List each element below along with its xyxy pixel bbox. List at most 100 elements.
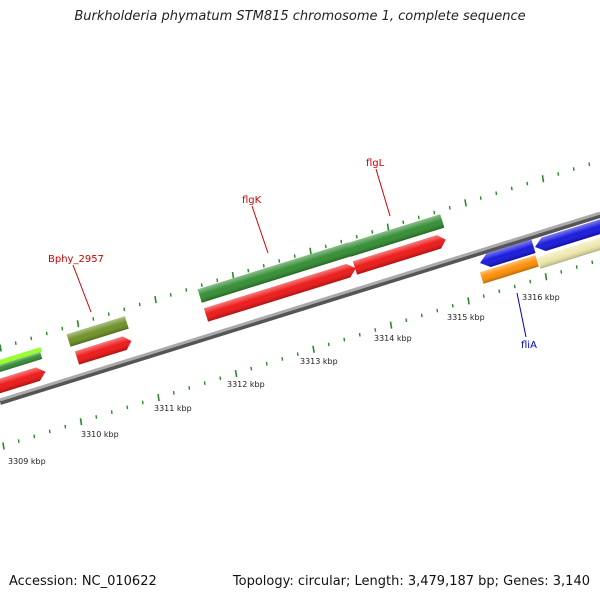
gene-red-flgl[interactable] xyxy=(352,233,448,275)
minor-tick xyxy=(265,361,268,366)
scale-label-3313: 3313 kbp xyxy=(300,357,338,366)
major-tick xyxy=(541,175,545,183)
minor-tick xyxy=(262,263,265,268)
minor-tick xyxy=(557,172,560,176)
scale-label-3310: 3310 kbp xyxy=(81,430,119,439)
map-title: Burkholderia phymatum STM815 chromosome … xyxy=(74,9,526,24)
minor-tick xyxy=(45,331,48,336)
leader-flgl xyxy=(375,168,391,217)
minor-tick xyxy=(340,239,343,244)
gene-label-flia: fliA xyxy=(521,340,537,351)
major-tick xyxy=(234,369,238,378)
gene-label-bphy-2957: Bphy_2957 xyxy=(48,254,104,265)
major-tick xyxy=(312,345,315,353)
minor-tick xyxy=(402,220,405,225)
minor-tick xyxy=(510,186,513,191)
minor-tick xyxy=(92,317,95,321)
major-tick xyxy=(386,223,390,231)
scale-label-3311: 3311 kbp xyxy=(154,404,192,413)
minor-tick xyxy=(250,366,253,371)
gene-label-flgk: flgK xyxy=(242,195,262,206)
scale-label-3309: 3309 kbp xyxy=(8,457,46,466)
minor-tick xyxy=(141,400,144,405)
major-tick xyxy=(157,393,160,402)
gene-label-flgl: flgL xyxy=(366,158,385,169)
minor-tick xyxy=(281,357,284,361)
gene-green-left[interactable] xyxy=(0,352,43,375)
major-tick xyxy=(389,321,393,329)
gene-flgl[interactable] xyxy=(346,214,445,257)
minor-tick xyxy=(110,410,113,414)
minor-tick xyxy=(355,234,358,239)
major-tick xyxy=(464,199,467,207)
major-tick xyxy=(154,295,157,304)
gene-red-flgk[interactable] xyxy=(203,262,358,322)
major-tick xyxy=(0,344,2,352)
gene-blue-left[interactable] xyxy=(478,239,536,270)
scale-label-3316: 3316 kbp xyxy=(522,293,560,302)
minor-tick xyxy=(588,162,591,167)
minor-tick xyxy=(14,341,17,345)
gene-flia[interactable] xyxy=(479,255,539,284)
forward-tick-row xyxy=(0,162,591,352)
minor-tick xyxy=(371,230,374,234)
gene-red-left[interactable] xyxy=(0,365,48,396)
minor-tick xyxy=(526,181,529,186)
backbone xyxy=(0,211,600,402)
minor-tick xyxy=(185,288,188,292)
minor-tick xyxy=(107,312,110,316)
minor-tick xyxy=(61,326,64,331)
major-tick xyxy=(79,418,83,426)
scale-label-3312: 3312 kbp xyxy=(227,380,265,389)
minor-tick xyxy=(216,278,219,283)
minor-tick xyxy=(327,342,330,347)
gene-features xyxy=(0,214,600,396)
minor-tick xyxy=(479,196,482,200)
minor-tick xyxy=(358,332,361,337)
minor-tick xyxy=(572,167,575,171)
minor-tick xyxy=(172,391,175,395)
gene-bphy-2957[interactable] xyxy=(66,316,129,347)
minor-tick xyxy=(30,336,33,341)
minor-tick xyxy=(560,270,563,274)
minor-tick xyxy=(451,303,454,308)
minor-tick xyxy=(296,352,299,356)
minor-tick xyxy=(247,268,250,273)
minor-tick xyxy=(495,191,498,196)
major-tick xyxy=(544,273,548,281)
gene-red-bphy[interactable] xyxy=(74,334,134,365)
minor-tick xyxy=(405,318,408,323)
reverse-tick-row xyxy=(2,260,594,450)
leader-flia xyxy=(516,292,527,338)
minor-tick xyxy=(48,429,51,434)
minor-tick xyxy=(169,293,172,297)
major-tick xyxy=(467,297,470,305)
major-tick xyxy=(76,320,80,328)
minor-tick xyxy=(498,289,501,294)
minor-tick xyxy=(138,302,141,307)
gene-blue-right[interactable] xyxy=(533,216,600,254)
gene-flgk[interactable] xyxy=(197,242,353,303)
accession-text: Accession: NC_010622 xyxy=(9,574,157,589)
minor-tick xyxy=(591,260,594,265)
minor-tick xyxy=(126,405,129,410)
minor-tick xyxy=(448,205,451,210)
leader-flgk xyxy=(251,205,269,254)
minor-tick xyxy=(219,376,222,381)
minor-tick xyxy=(417,215,420,220)
gene-khaki[interactable] xyxy=(536,233,600,269)
minor-tick xyxy=(482,294,485,298)
minor-tick xyxy=(575,265,578,269)
major-tick xyxy=(2,442,5,450)
topology-summary: Topology: circular; Length: 3,479,187 bp… xyxy=(232,574,590,589)
minor-tick xyxy=(324,244,327,249)
minor-tick xyxy=(64,424,67,429)
minor-tick xyxy=(203,381,206,385)
gene-lime-forward[interactable] xyxy=(0,347,43,368)
scale-label-3315: 3315 kbp xyxy=(447,313,485,322)
minor-tick xyxy=(200,283,203,287)
major-tick xyxy=(309,247,312,255)
leader-bphy-2957 xyxy=(72,264,92,313)
minor-tick xyxy=(529,279,532,284)
